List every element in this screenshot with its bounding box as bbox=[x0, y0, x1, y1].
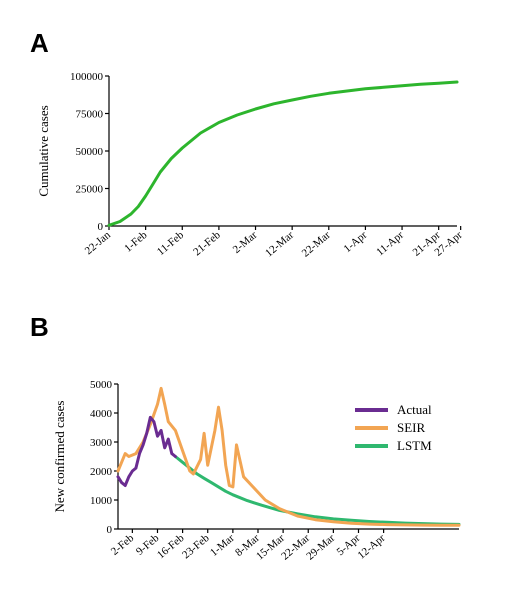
y-tick-label: 2000 bbox=[90, 466, 113, 478]
x-tick-label: 23-Feb bbox=[180, 532, 212, 562]
panel-b-label: B bbox=[30, 312, 49, 342]
y-tick-label: 1000 bbox=[90, 495, 113, 507]
series-line-actual bbox=[116, 415, 177, 487]
y-axis-label: New confirmed cases bbox=[52, 401, 67, 513]
x-tick-label: 11-Feb bbox=[155, 229, 187, 258]
y-tick-label: 50000 bbox=[76, 146, 104, 158]
x-tick-label: 2-Feb bbox=[109, 532, 137, 558]
x-tick-label: 12-Apr bbox=[355, 532, 387, 562]
y-tick-label: 100000 bbox=[70, 71, 104, 83]
x-tick-label: 12-Mar bbox=[263, 229, 296, 260]
legend-label-seir: SEIR bbox=[397, 420, 426, 435]
x-tick-label: 1-Feb bbox=[122, 229, 150, 255]
x-tick-label: 1-Mar bbox=[208, 532, 237, 559]
x-tick-label: 22-Mar bbox=[300, 229, 333, 260]
y-tick-label: 0 bbox=[107, 524, 113, 536]
y-tick-label: 3000 bbox=[90, 437, 113, 449]
y-tick-label: 0 bbox=[98, 221, 104, 233]
chart-b: 0100020003000400050002-Feb9-Feb16-Feb23-… bbox=[52, 379, 461, 563]
y-tick-label: 4000 bbox=[90, 408, 113, 420]
x-tick-label: 11-Apr bbox=[374, 229, 406, 259]
x-tick-label: 2-Mar bbox=[231, 229, 260, 256]
x-tick-label: 1-Apr bbox=[342, 229, 370, 255]
y-axis-label: Cumulative cases bbox=[36, 105, 51, 196]
x-tick-label: 16-Feb bbox=[155, 532, 187, 562]
panel-a-label: A bbox=[30, 28, 49, 58]
y-tick-label: 75000 bbox=[76, 109, 104, 121]
legend-label-actual: Actual bbox=[397, 402, 432, 417]
series-line-cumulative bbox=[107, 80, 459, 227]
series-line-seir bbox=[116, 386, 461, 527]
x-tick-label: 21-Feb bbox=[191, 229, 223, 259]
x-tick-label: 29-Mar bbox=[304, 532, 337, 563]
y-tick-label: 25000 bbox=[76, 184, 104, 196]
series-line-lstm bbox=[173, 455, 461, 526]
x-tick-label: 22-Jan bbox=[83, 229, 114, 257]
y-tick-label: 5000 bbox=[90, 379, 113, 391]
legend-label-lstm: LSTM bbox=[397, 438, 432, 453]
